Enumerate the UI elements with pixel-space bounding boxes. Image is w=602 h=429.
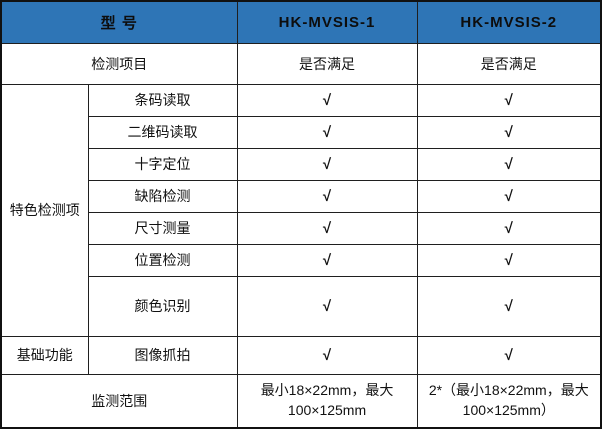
group-label-basic-functions: 基础功能: [0, 335, 89, 375]
monitoring-range-product2: 2*（最小18×22mm，最大100×125mm）: [416, 373, 602, 429]
check-position-detection-product1: √: [236, 243, 418, 277]
check-defect-detection-product1: √: [236, 179, 418, 213]
check-position-detection-product2: √: [416, 243, 602, 277]
check-qrcode-product1: √: [236, 115, 418, 149]
table-row-dimension-measurement: 尺寸测量 √ √: [1, 211, 602, 245]
footer-row-monitoring-range: 监测范围 最小18×22mm，最大100×125mm 2*（最小18×22mm，…: [0, 373, 602, 429]
model-header-cell: 型 号: [0, 0, 238, 44]
item-label-image-capture: 图像抓拍: [87, 335, 238, 375]
check-image-capture-product1: √: [236, 335, 418, 375]
item-label-qrcode: 二维码读取: [87, 115, 238, 149]
group-label-special-detection: 特色检测项: [0, 83, 89, 337]
table-row-cross-positioning: 十字定位 √ √: [1, 147, 602, 181]
detection-items-label: 检测项目: [0, 42, 238, 85]
table-row-image-capture: 基础功能 图像抓拍 √ √: [0, 335, 602, 375]
check-color-recognition-product2: √: [416, 275, 602, 337]
product2-header-cell: HK-MVSIS-2: [416, 0, 602, 44]
table-row-qrcode: 二维码读取 √ √: [1, 115, 602, 149]
check-barcode-product2: √: [416, 83, 602, 117]
table-row-defect-detection: 缺陷检测 √ √: [1, 179, 602, 213]
subheader-row: 检测项目 是否满足 是否满足: [0, 42, 602, 85]
product1-header-cell: HK-MVSIS-1: [236, 0, 418, 44]
check-cross-positioning-product1: √: [236, 147, 418, 181]
check-cross-positioning-product2: √: [416, 147, 602, 181]
item-label-cross-positioning: 十字定位: [87, 147, 238, 181]
check-image-capture-product2: √: [416, 335, 602, 375]
check-color-recognition-product1: √: [236, 275, 418, 337]
satisfied-label-product1: 是否满足: [236, 42, 418, 85]
item-label-barcode: 条码读取: [87, 83, 238, 117]
check-dimension-measurement-product1: √: [236, 211, 418, 245]
item-label-position-detection: 位置检测: [87, 243, 238, 277]
satisfied-label-product2: 是否满足: [416, 42, 602, 85]
check-barcode-product1: √: [236, 83, 418, 117]
item-label-defect-detection: 缺陷检测: [87, 179, 238, 213]
table-row-color-recognition: 颜色识别 √ √: [1, 275, 602, 337]
monitoring-range-product1: 最小18×22mm，最大100×125mm: [236, 373, 418, 429]
monitoring-range-label: 监测范围: [0, 373, 238, 429]
item-label-dimension-measurement: 尺寸测量: [87, 211, 238, 245]
check-qrcode-product2: √: [416, 115, 602, 149]
check-dimension-measurement-product2: √: [416, 211, 602, 245]
item-label-color-recognition: 颜色识别: [87, 275, 238, 337]
check-defect-detection-product2: √: [416, 179, 602, 213]
header-row: 型 号 HK-MVSIS-1 HK-MVSIS-2: [0, 0, 602, 44]
table-row-position-detection: 位置检测 √ √: [1, 243, 602, 277]
table-row-barcode: 特色检测项 条码读取 √ √: [0, 83, 602, 337]
